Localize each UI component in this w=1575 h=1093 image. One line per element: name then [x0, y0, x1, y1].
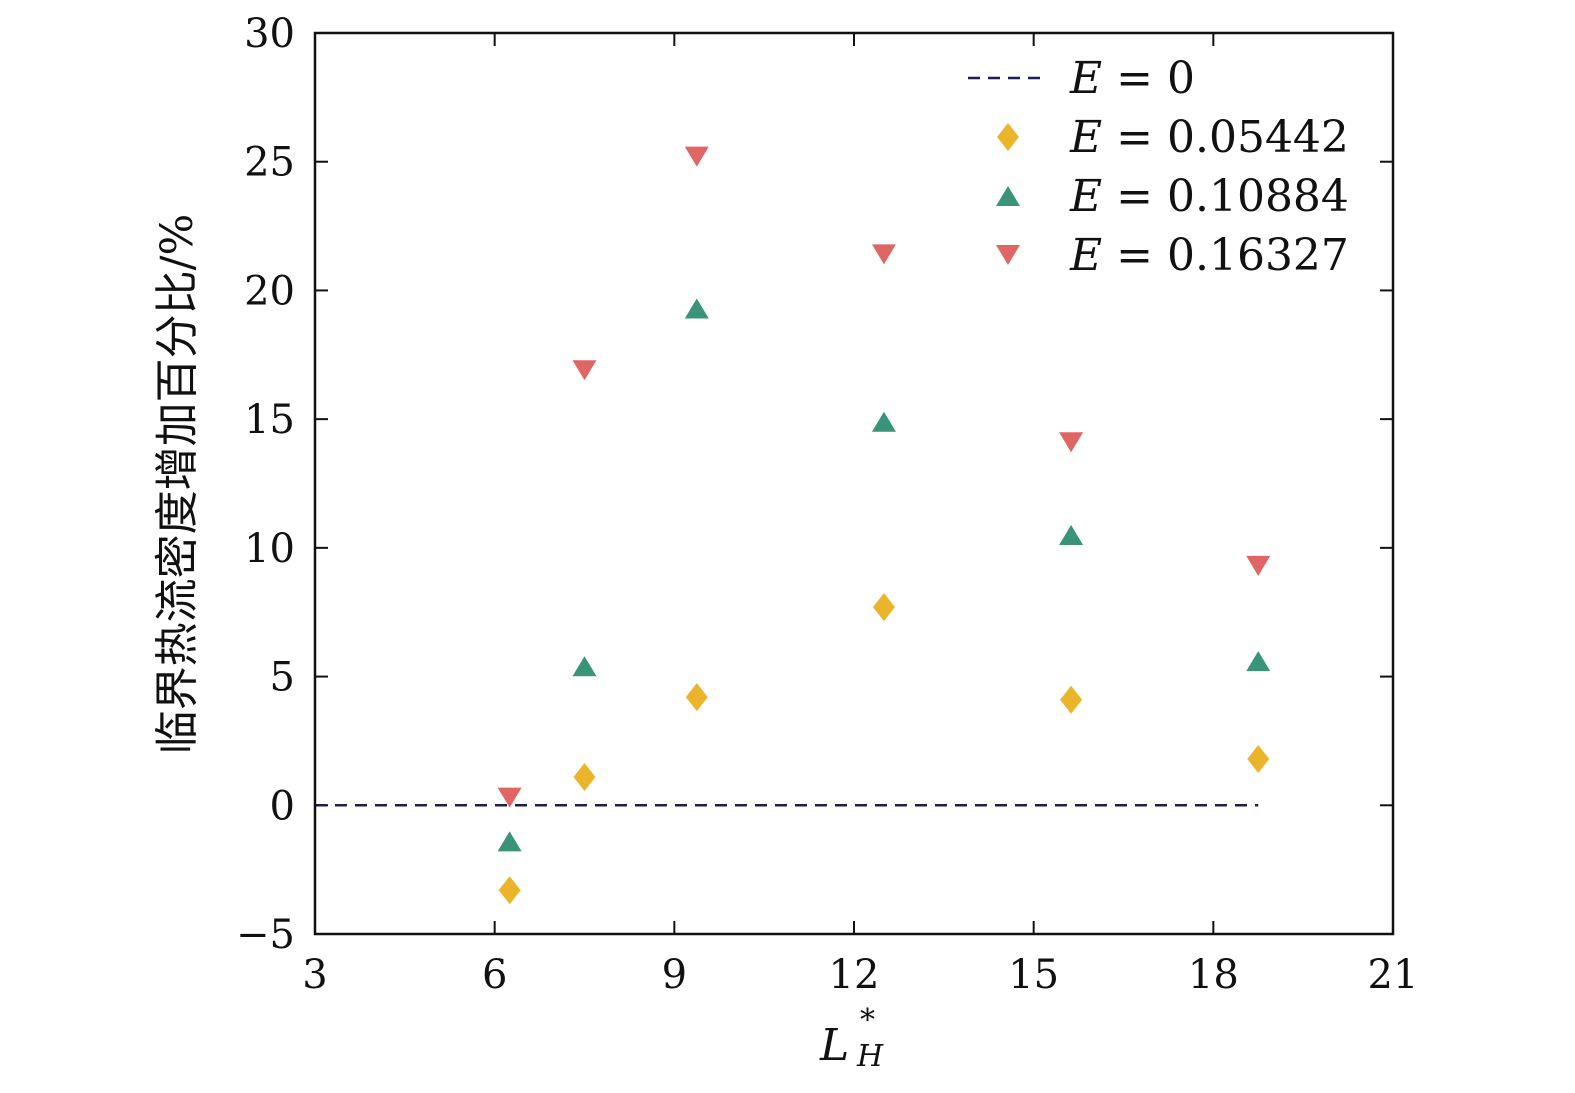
y-tick-label: 15 [244, 397, 295, 443]
legend-label-value: 0.16327 [1167, 230, 1349, 281]
x-axis-label-main: L [819, 1020, 849, 1071]
data-point [872, 593, 895, 622]
y-tick-label: 25 [244, 140, 295, 186]
data-point [684, 146, 709, 167]
legend-item: E = 0.16327 [996, 230, 1349, 281]
legend-label: E = 0 [1069, 53, 1195, 104]
legend-label-var: E [1069, 53, 1102, 104]
data-point [498, 876, 521, 905]
legend-item: E = 0 [968, 53, 1195, 104]
tick-group: 3 6 9 12 15 18 21 −5 0 5 10 15 20 25 30 [236, 11, 1418, 998]
x-tick-label: 9 [662, 952, 687, 998]
legend-marker-swatch [996, 186, 1020, 206]
series-3 [497, 146, 1271, 808]
data-point [871, 411, 896, 432]
legend-item: E = 0.10884 [996, 171, 1349, 222]
legend-marker-swatch [996, 245, 1020, 265]
y-axis-label: 临界热流密度增加百分比/% [152, 214, 203, 755]
x-tick-label: 21 [1368, 952, 1419, 998]
legend-label-equals: = [1102, 53, 1167, 104]
legend-marker-swatch [997, 123, 1019, 151]
plot-frame [313, 31, 1395, 936]
data-point [573, 762, 596, 791]
data-point [1247, 744, 1270, 773]
y-tick-label: 0 [270, 783, 295, 829]
data-point [572, 656, 597, 677]
legend-label-var: E [1069, 112, 1102, 163]
y-tick-label: 30 [244, 11, 295, 57]
y-tick-label: −5 [236, 912, 295, 958]
series-layer [315, 146, 1271, 905]
data-point [871, 244, 896, 265]
data-point [685, 683, 708, 712]
legend-label: E = 0.10884 [1069, 171, 1349, 222]
x-axis-label-superscript: * [860, 1003, 875, 1038]
legend-label-var: E [1069, 171, 1102, 222]
x-axis-label-subscript: H [856, 1039, 884, 1074]
x-tick-label: 15 [1008, 952, 1059, 998]
data-point [1060, 685, 1083, 714]
legend-label: E = 0.16327 [1069, 230, 1349, 281]
x-axis-label: L * H [819, 1003, 884, 1074]
data-point [1246, 555, 1271, 576]
data-point [1059, 524, 1084, 545]
y-tick-label: 20 [244, 268, 295, 314]
y-axis-label-text: 临界热流密度增加百分比/% [152, 214, 203, 755]
legend-label-value: 0 [1167, 53, 1195, 104]
data-point [1059, 432, 1084, 453]
series-2 [497, 298, 1271, 852]
data-point [497, 787, 522, 808]
data-point [572, 360, 597, 381]
legend-label-var: E [1069, 230, 1102, 281]
legend-label-value: 0.05442 [1167, 112, 1349, 163]
data-point [497, 831, 522, 852]
x-tick-label: 12 [829, 952, 880, 998]
data-point [684, 298, 709, 319]
legend-item: E = 0.05442 [997, 112, 1349, 163]
legend-label-equals: = [1102, 112, 1167, 163]
y-tick-label: 10 [244, 526, 295, 572]
legend-label-value: 0.10884 [1167, 171, 1349, 222]
legend-label: E = 0.05442 [1069, 112, 1349, 163]
data-point [1246, 651, 1271, 672]
x-tick-label: 6 [482, 952, 507, 998]
x-tick-label: 3 [302, 952, 327, 998]
legend-label-equals: = [1102, 230, 1167, 281]
series-1 [498, 593, 1270, 905]
legend-label-equals: = [1102, 171, 1167, 222]
x-tick-label: 18 [1188, 952, 1239, 998]
y-tick-label: 5 [270, 655, 295, 701]
